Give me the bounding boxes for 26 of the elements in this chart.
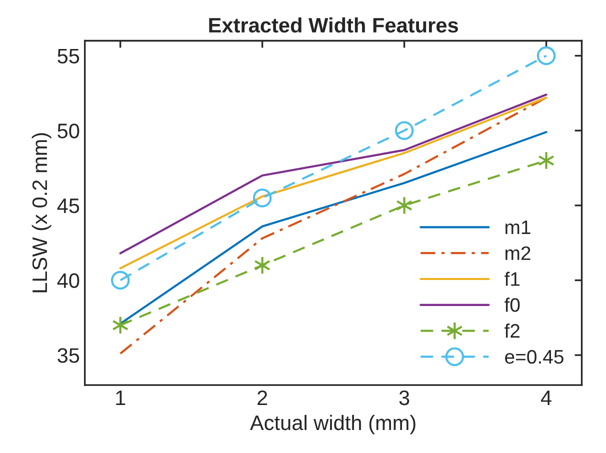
y-axis-title: LLSW (x 0.2 mm) — [32, 133, 52, 292]
legend-label: f1 — [504, 272, 520, 286]
x-tick-label: 1 — [116, 390, 126, 406]
legend-label: e=0.45 — [505, 350, 564, 364]
y-tick-label: 35 — [58, 348, 80, 363]
point — [538, 151, 555, 170]
y-tick-label: 45 — [57, 198, 80, 214]
legend-label: f2 — [504, 324, 520, 338]
x-tick-label: 3 — [399, 390, 410, 406]
point — [254, 256, 271, 275]
point — [396, 196, 413, 215]
y-tick-label: 55 — [58, 48, 80, 64]
point — [252, 188, 272, 208]
x-tick-label: 2 — [258, 390, 268, 406]
point — [110, 270, 130, 290]
point — [112, 316, 129, 335]
x-tick-label: 4 — [540, 390, 552, 406]
legend-label: m1 — [506, 220, 530, 234]
y-tick-label: 50 — [58, 124, 80, 138]
y-tick-label: 40 — [57, 273, 80, 288]
point — [394, 121, 414, 140]
point — [536, 46, 556, 66]
legend-label: m2 — [506, 246, 530, 260]
legend-label: f0 — [504, 298, 520, 312]
x-axis-title: Actual width (mm) — [250, 414, 416, 434]
chart-title: Extracted Width Features — [209, 17, 458, 33]
